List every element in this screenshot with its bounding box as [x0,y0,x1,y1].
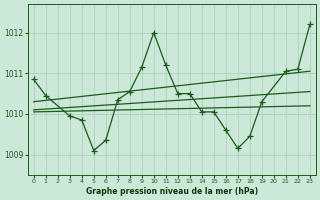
X-axis label: Graphe pression niveau de la mer (hPa): Graphe pression niveau de la mer (hPa) [86,187,258,196]
